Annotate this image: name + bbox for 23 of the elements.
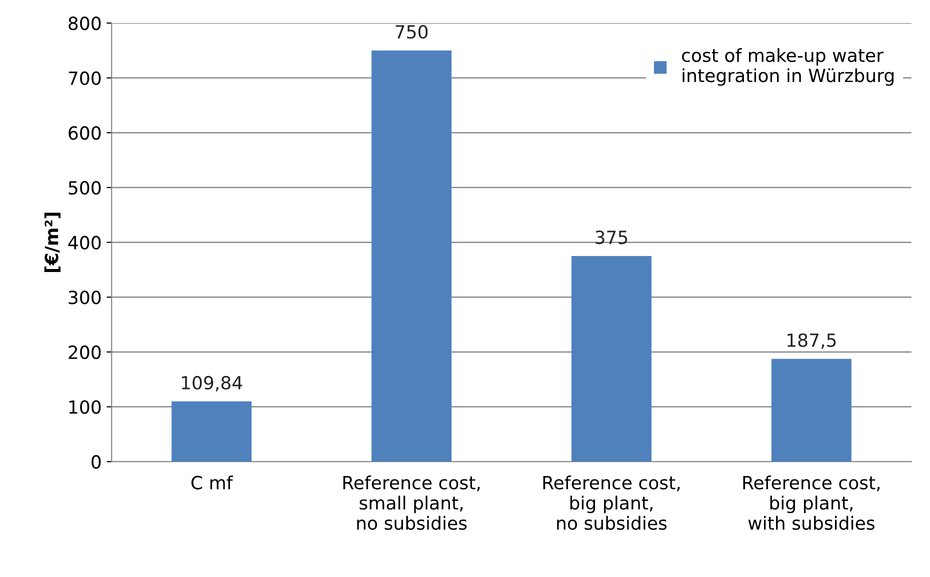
bar bbox=[372, 50, 452, 462]
bar bbox=[172, 401, 252, 462]
y-tick-label: 800 bbox=[68, 16, 101, 30]
bar bbox=[571, 256, 652, 462]
y-tick-label: 300 bbox=[68, 290, 101, 304]
y-axis-title: [€/m²] bbox=[44, 212, 60, 272]
bar bbox=[771, 358, 852, 462]
data-label: 750 bbox=[396, 25, 428, 39]
data-label: 187,5 bbox=[788, 333, 836, 349]
data-label: 375 bbox=[596, 230, 628, 244]
x-tick-label: Reference cost, big plant, no subsidies bbox=[543, 475, 680, 530]
x-tick-label: C mf bbox=[191, 475, 234, 490]
x-tick-label: Reference cost, small plant, no subsidies bbox=[343, 475, 480, 530]
x-tick-label: Reference cost, big plant, with subsidies bbox=[743, 475, 880, 530]
y-tick-label: 0 bbox=[92, 455, 101, 469]
y-tick-label: 400 bbox=[68, 236, 101, 250]
data-label: 109,84 bbox=[182, 376, 242, 392]
y-tick-label: 100 bbox=[69, 400, 101, 414]
y-tick-label: 700 bbox=[68, 71, 101, 86]
y-tick-label: 200 bbox=[68, 345, 101, 360]
legend-label: cost of make-up water integration in Würzburg bbox=[682, 48, 894, 86]
y-tick-label: 600 bbox=[68, 126, 101, 140]
y-tick-label: 500 bbox=[68, 180, 101, 195]
